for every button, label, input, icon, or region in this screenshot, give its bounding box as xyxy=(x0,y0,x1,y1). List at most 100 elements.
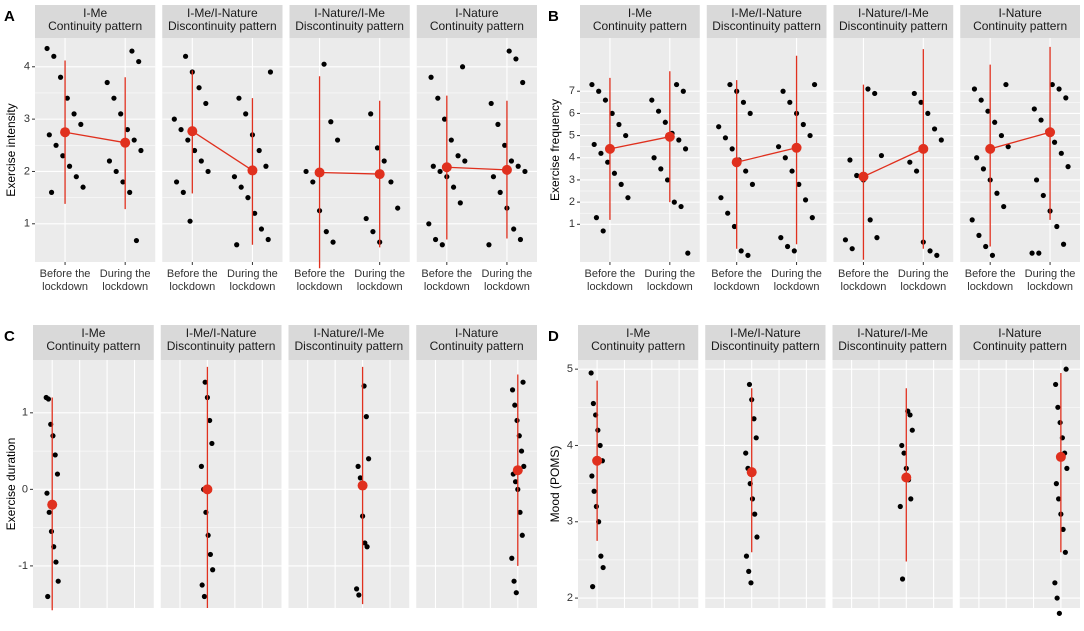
data-point xyxy=(430,163,436,169)
data-point xyxy=(357,475,363,481)
x-tick-label: Before the xyxy=(838,268,889,280)
data-point xyxy=(509,387,516,393)
data-point xyxy=(310,179,316,185)
data-point xyxy=(53,559,59,565)
x-tick-label: During the xyxy=(482,268,533,280)
data-point xyxy=(303,168,309,175)
data-point xyxy=(388,179,394,185)
data-point xyxy=(809,215,815,221)
facet-title: I-Me/I-Nature xyxy=(730,326,801,340)
data-point xyxy=(104,79,110,86)
data-point xyxy=(1003,81,1009,88)
data-point xyxy=(256,147,262,154)
y-tick-label: 2 xyxy=(569,196,575,208)
facet-title: I-Nature/I-Me xyxy=(857,326,928,340)
data-point xyxy=(519,532,525,538)
facet-title: Discontinuity pattern xyxy=(839,19,948,33)
facet-strip xyxy=(833,5,954,38)
data-point xyxy=(207,551,214,558)
x-tick-label: lockdown xyxy=(297,281,343,293)
data-point xyxy=(842,237,849,243)
data-point xyxy=(595,427,601,433)
facet-title: I-Me xyxy=(626,326,650,340)
x-tick-label: Before the xyxy=(40,268,91,280)
data-point xyxy=(71,111,77,117)
data-point xyxy=(752,511,758,517)
data-point xyxy=(46,132,52,138)
data-point xyxy=(506,48,512,54)
mean-point xyxy=(592,455,603,466)
data-point xyxy=(725,210,731,216)
data-point xyxy=(740,99,747,105)
data-point xyxy=(908,496,914,502)
data-point xyxy=(50,433,56,439)
facet-title: I-Me/I-Nature xyxy=(731,6,802,20)
x-tick-label: lockdown xyxy=(357,281,403,293)
data-point xyxy=(591,141,597,148)
data-point xyxy=(983,243,989,250)
data-point xyxy=(722,135,729,141)
mean-point xyxy=(60,127,71,138)
data-point xyxy=(428,74,434,80)
facet-panel xyxy=(289,38,410,262)
data-point xyxy=(1056,86,1062,92)
x-tick-label: lockdown xyxy=(647,281,693,293)
data-point xyxy=(1040,192,1046,199)
facet-strip xyxy=(33,325,154,360)
data-point xyxy=(57,74,64,80)
mean-point xyxy=(918,143,929,154)
mean-point xyxy=(47,499,58,510)
data-point xyxy=(1055,404,1061,410)
data-point xyxy=(780,88,786,94)
data-point xyxy=(1062,549,1068,555)
data-point xyxy=(518,448,525,454)
data-point xyxy=(205,532,211,538)
facet-panel xyxy=(288,360,410,608)
data-point xyxy=(355,463,361,469)
y-tick-label: 3 xyxy=(24,113,30,125)
x-tick-label: lockdown xyxy=(587,281,633,293)
mean-point xyxy=(187,126,198,137)
facet-panel xyxy=(35,38,156,262)
data-point xyxy=(746,381,753,388)
mean-point xyxy=(901,472,912,483)
mean-line xyxy=(990,131,1051,150)
data-point xyxy=(450,184,457,190)
data-point xyxy=(509,555,515,561)
x-tick-label: Before the xyxy=(585,268,636,280)
facet-strip xyxy=(705,325,826,360)
data-point xyxy=(55,578,61,584)
data-point xyxy=(989,252,996,258)
data-point xyxy=(682,146,689,152)
data-point xyxy=(938,137,944,143)
data-point xyxy=(992,119,998,125)
facet-strip xyxy=(832,325,953,360)
facet-title: Discontinuity pattern xyxy=(167,339,276,353)
data-point xyxy=(899,576,906,582)
mean-point xyxy=(501,164,512,175)
data-point xyxy=(1049,81,1055,88)
data-point xyxy=(448,137,454,143)
data-point xyxy=(209,440,215,447)
data-point xyxy=(432,236,439,243)
data-point xyxy=(497,189,503,195)
facet-panel xyxy=(580,38,700,262)
mean-point xyxy=(202,484,213,495)
facet-title: I-Me/I-Nature xyxy=(186,326,257,340)
panel-letter: B xyxy=(548,8,559,25)
data-point xyxy=(738,248,744,254)
facet-panel xyxy=(416,38,537,262)
data-point xyxy=(598,150,604,156)
x-tick-label: lockdown xyxy=(424,281,470,293)
facet-panel xyxy=(959,360,1080,608)
data-point xyxy=(784,243,791,250)
data-point xyxy=(511,226,517,232)
data-point xyxy=(1036,250,1042,256)
data-point xyxy=(1060,526,1066,533)
data-point xyxy=(748,580,754,586)
x-tick-label: lockdown xyxy=(774,281,820,293)
data-point xyxy=(931,126,938,132)
x-tick-label: lockdown xyxy=(42,281,88,293)
x-tick-label: lockdown xyxy=(230,281,276,293)
mean-point xyxy=(746,467,757,478)
